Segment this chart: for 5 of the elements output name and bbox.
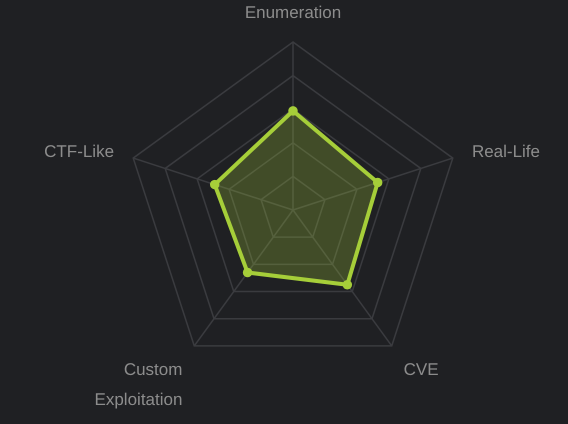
spoke-label: Enumeration xyxy=(244,2,342,22)
spoke-label: Custom Exploitation xyxy=(94,360,182,410)
spoke-label: CVE xyxy=(404,360,439,380)
spoke-label: Real-Life xyxy=(472,142,540,161)
spoke-label: CTF-Like xyxy=(44,142,114,161)
